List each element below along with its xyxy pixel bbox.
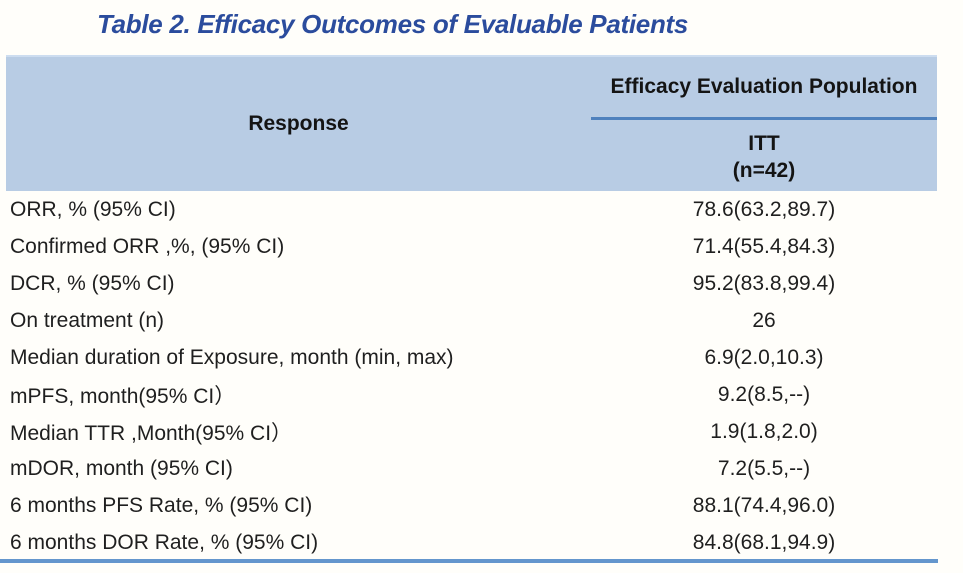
- row-value: 78.6(63.2,89.7): [692, 197, 836, 221]
- population-column-header: Efficacy Evaluation Population ITT (n=42…: [591, 57, 937, 191]
- population-header-divider: [591, 117, 937, 120]
- row-label: On treatment (n): [10, 308, 165, 332]
- row-value: 71.4(55.4,84.3): [692, 234, 836, 258]
- row-label: mPFS, month(95% CI）: [10, 384, 236, 408]
- table-row: Median duration of Exposure, month (min,…: [6, 339, 937, 376]
- row-value: 1.9(1.8,2.0): [710, 419, 818, 443]
- row-label: 6 months PFS Rate, % (95% CI): [10, 493, 313, 517]
- itt-subheader-label: ITT: [748, 132, 780, 155]
- row-value: 88.1(74.4,96.0): [692, 493, 836, 517]
- table-row: Median TTR ,Month(95% CI） 1.9(1.8,2.0): [6, 413, 937, 450]
- table-row: Confirmed ORR ,%, (95% CI) 71.4(55.4,84.…: [6, 228, 937, 265]
- table-row: ORR, % (95% CI) 78.6(63.2,89.7): [6, 191, 937, 228]
- itt-sample-size-label: (n=42): [732, 159, 796, 182]
- table-row: On treatment (n) 26: [6, 302, 937, 339]
- table-row: 6 months PFS Rate, % (95% CI) 88.1(74.4,…: [6, 487, 937, 524]
- table-row: mPFS, month(95% CI） 9.2(8.5,--): [6, 376, 937, 413]
- row-label: mDOR, month (95% CI): [10, 456, 233, 480]
- table-row: mDOR, month (95% CI) 7.2(5.5,--): [6, 450, 937, 487]
- row-label: ORR, % (95% CI): [10, 197, 176, 221]
- table-caption: Table 2. Efficacy Outcomes of Evaluable …: [97, 9, 689, 39]
- table-row: DCR, % (95% CI) 95.2(83.8,99.4): [6, 265, 937, 302]
- row-label: 6 months DOR Rate, % (95% CI): [10, 530, 319, 554]
- response-column-header: Response: [248, 112, 349, 135]
- table-header-row: Response Efficacy Evaluation Population …: [6, 55, 937, 191]
- row-value: 7.2(5.5,--): [717, 456, 811, 480]
- row-value: 95.2(83.8,99.4): [692, 271, 836, 295]
- table-body: ORR, % (95% CI) 78.6(63.2,89.7) Confirme…: [6, 191, 937, 561]
- table-row: 6 months DOR Rate, % (95% CI) 84.8(68.1,…: [6, 524, 937, 561]
- row-value: 26: [752, 308, 776, 332]
- row-value: 9.2(8.5,--): [717, 382, 811, 406]
- row-label: Confirmed ORR ,%, (95% CI): [10, 234, 285, 258]
- row-value: 6.9(2.0,10.3): [704, 345, 824, 369]
- population-header-label: Efficacy Evaluation Population: [610, 75, 918, 98]
- row-label: DCR, % (95% CI): [10, 271, 175, 295]
- table-bottom-rule: [0, 559, 938, 563]
- row-value: 84.8(68.1,94.9): [692, 530, 836, 554]
- row-label: Median duration of Exposure, month (min,…: [10, 345, 454, 369]
- row-label: Median TTR ,Month(95% CI）: [10, 421, 293, 445]
